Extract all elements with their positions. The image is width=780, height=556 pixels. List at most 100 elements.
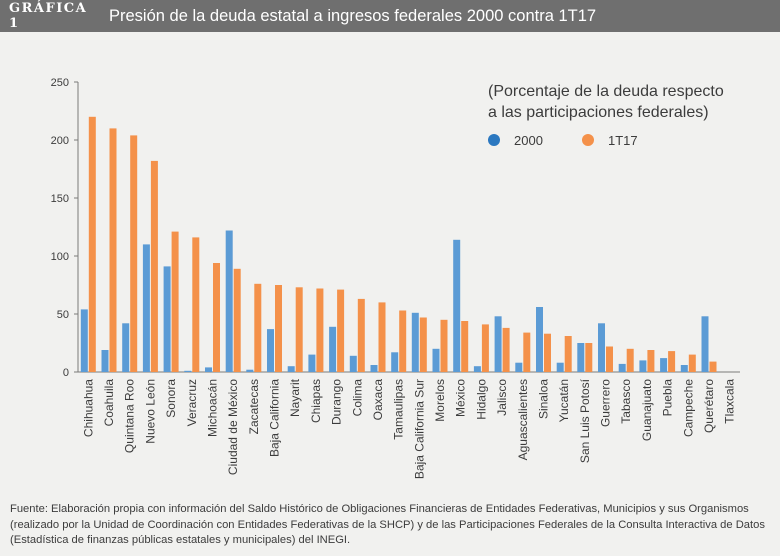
category-label: Colima xyxy=(350,379,364,417)
category-label: Michoacán xyxy=(205,379,219,437)
y-tick-label: 250 xyxy=(51,77,69,89)
category-label: San Luis Potosí xyxy=(578,378,592,463)
bar-2000-3 xyxy=(122,323,130,372)
source-note: Fuente: Elaboración propia con informaci… xyxy=(10,502,775,549)
bar-chart: 0 50 100 150 200 250 Chihuahua Coahuila Quintana… xyxy=(51,77,740,479)
bar-2000-6 xyxy=(184,370,192,372)
bar-1t17-25 xyxy=(585,343,593,372)
category-label: Nuevo León xyxy=(143,379,157,444)
bar-2000-20 xyxy=(473,366,481,372)
legend-marker-1t17 xyxy=(582,134,594,146)
bar-2000-30 xyxy=(680,365,688,372)
category-label: Guerrero xyxy=(599,379,613,427)
bar-1t17-19 xyxy=(461,321,469,372)
bar-1t17-29 xyxy=(668,351,676,372)
bar-2000-19 xyxy=(453,239,461,372)
bar-2000-2 xyxy=(101,350,109,372)
figure-title: Presión de la deuda estatal a ingresos f… xyxy=(109,6,597,25)
category-label: Coahuila xyxy=(102,379,116,427)
bar-2000-7 xyxy=(205,367,212,372)
category-label: México xyxy=(454,379,468,417)
bar-2000-28 xyxy=(639,360,647,372)
category-label: Ciudad de México xyxy=(226,379,240,475)
category-label: Veracruz xyxy=(185,379,199,426)
bar-1t17-9 xyxy=(254,283,262,372)
source-line: (Estadística de finanzas públicas estata… xyxy=(10,534,351,546)
y-tick-label: 100 xyxy=(51,251,69,263)
bar-1t17-31 xyxy=(709,361,717,372)
bar-1t17-2 xyxy=(109,128,117,372)
bar-2000-26 xyxy=(598,323,605,372)
bar-2000-14 xyxy=(349,355,357,372)
category-label: Chihuahua xyxy=(81,379,95,437)
bar-1t17-1 xyxy=(88,116,96,372)
bar-2000-21 xyxy=(494,316,502,372)
legend-title: (Porcentaje de la deuda respecto xyxy=(488,83,724,100)
bar-1t17-13 xyxy=(337,289,345,372)
category-label: Hidalgo xyxy=(474,379,488,420)
bar-2000-4 xyxy=(142,244,150,372)
legend-label-1t17: 1T17 xyxy=(608,133,638,148)
category-label: Campeche xyxy=(681,379,695,437)
category-label: Tabasco xyxy=(619,379,633,424)
category-label: Baja California Sur xyxy=(412,379,426,479)
bar-1t17-5 xyxy=(171,231,179,372)
category-label: Oaxaca xyxy=(371,379,385,421)
category-label: Tlaxcala xyxy=(723,379,737,424)
y-tick-label: 150 xyxy=(51,193,69,205)
category-label: Nayarit xyxy=(288,378,302,417)
bar-2000-15 xyxy=(370,365,378,372)
bar-2000-8 xyxy=(225,230,233,372)
bar-1t17-14 xyxy=(357,298,365,372)
legend-marker-2000 xyxy=(488,134,500,146)
bar-1t17-12 xyxy=(316,288,324,372)
bar-1t17-10 xyxy=(275,285,282,372)
category-label: Quintana Roo xyxy=(123,379,137,453)
category-label: Chiapas xyxy=(309,379,323,423)
figure-header: GRÁFICA 1 Presión de la deuda estatal a … xyxy=(0,0,780,32)
legend-title: a las participaciones federales) xyxy=(488,104,709,121)
bar-2000-17 xyxy=(411,312,419,372)
category-label: Querétaro xyxy=(702,379,716,433)
legend-label-2000: 2000 xyxy=(514,133,543,148)
bar-1t17-7 xyxy=(213,263,220,372)
bar-2000-27 xyxy=(618,363,626,372)
bar-2000-13 xyxy=(329,326,337,372)
figure-label: GRÁFICA 1 xyxy=(9,1,88,31)
source-line: (realizado por la Unidad de Coordinación… xyxy=(10,518,765,531)
bar-1t17-28 xyxy=(647,350,655,372)
bar-2000-23 xyxy=(536,307,543,372)
bar-2000-5 xyxy=(163,266,171,372)
category-label: Morelos xyxy=(433,379,447,422)
bar-1t17-16 xyxy=(399,310,407,372)
bar-2000-24 xyxy=(556,362,564,372)
bar-1t17-23 xyxy=(544,333,551,372)
bar-1t17-6 xyxy=(192,237,200,372)
bar-1t17-11 xyxy=(295,287,303,372)
bar-1t17-30 xyxy=(688,354,696,372)
bar-1t17-3 xyxy=(130,135,138,372)
bar-2000-11 xyxy=(287,366,295,372)
source-line: Fuente: Elaboración propia con informaci… xyxy=(10,503,749,515)
bar-2000-22 xyxy=(515,362,523,372)
category-label: Guanajuato xyxy=(640,379,654,441)
bar-1t17-24 xyxy=(564,336,572,372)
bar-2000-10 xyxy=(267,329,274,372)
category-label: Sonora xyxy=(164,379,178,418)
bar-1t17-20 xyxy=(481,324,489,372)
bar-1t17-26 xyxy=(606,346,613,372)
bar-2000-9 xyxy=(246,369,254,372)
bar-1t17-18 xyxy=(440,319,448,372)
bar-2000-18 xyxy=(432,348,440,372)
y-tick-label: 200 xyxy=(51,135,69,147)
bar-2000-25 xyxy=(577,343,585,372)
y-tick-label: 0 xyxy=(63,367,69,379)
category-label: Aguascalientes xyxy=(516,379,530,460)
category-label: Tamaulipas xyxy=(392,379,406,440)
y-tick-label: 50 xyxy=(57,309,69,321)
category-label: Yucatán xyxy=(557,379,571,422)
bar-1t17-21 xyxy=(502,327,510,372)
bar-2000-31 xyxy=(701,316,709,372)
bar-2000-12 xyxy=(308,354,316,372)
bar-2000-1 xyxy=(80,309,88,372)
